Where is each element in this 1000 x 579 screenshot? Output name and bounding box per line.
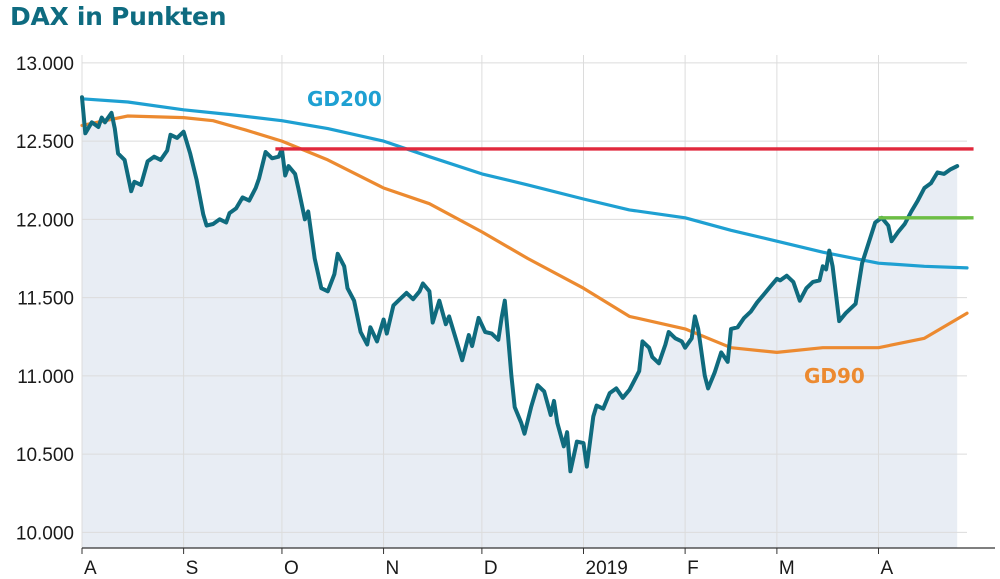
series-line-gd200 [80, 97, 969, 270]
x-tick-label: M [779, 558, 795, 579]
series-layer [80, 95, 969, 474]
y-tick-label: 12.000 [16, 210, 74, 231]
x-tick-label: F [687, 558, 699, 579]
x-tick-label: O [284, 558, 299, 579]
y-tick-label: 10.500 [16, 445, 74, 466]
y-tick-label: 10.000 [16, 523, 74, 544]
chart-title: DAX in Punkten [10, 2, 227, 31]
y-tick-label: 11.000 [17, 367, 74, 388]
y-tick-label: 12.500 [16, 132, 74, 153]
axis-layer: 10.000 10.500 11.000 11.500 12.000 12.500 13.0… [16, 54, 995, 579]
y-tick-label: 11.500 [17, 289, 74, 310]
x-tick-label: D [484, 558, 498, 579]
series-line-dax [80, 95, 960, 474]
reference-lines-layer [275, 147, 974, 220]
x-tick-label: N [386, 558, 400, 579]
area-fill-layer [82, 97, 958, 549]
series-label-gd200: GD200 [307, 87, 382, 111]
x-tick-label: 2019 [586, 558, 628, 579]
y-tick-label: 13.000 [16, 54, 74, 75]
x-tick-label: A [84, 558, 97, 579]
series-label-gd90: GD90 [804, 364, 865, 388]
dax-area-fill [82, 97, 958, 549]
labels-layer: GD200 GD90 [307, 87, 865, 388]
x-tick-label: S [186, 558, 199, 579]
x-tick-label: A [881, 558, 894, 579]
series-line-gd90 [80, 114, 969, 354]
